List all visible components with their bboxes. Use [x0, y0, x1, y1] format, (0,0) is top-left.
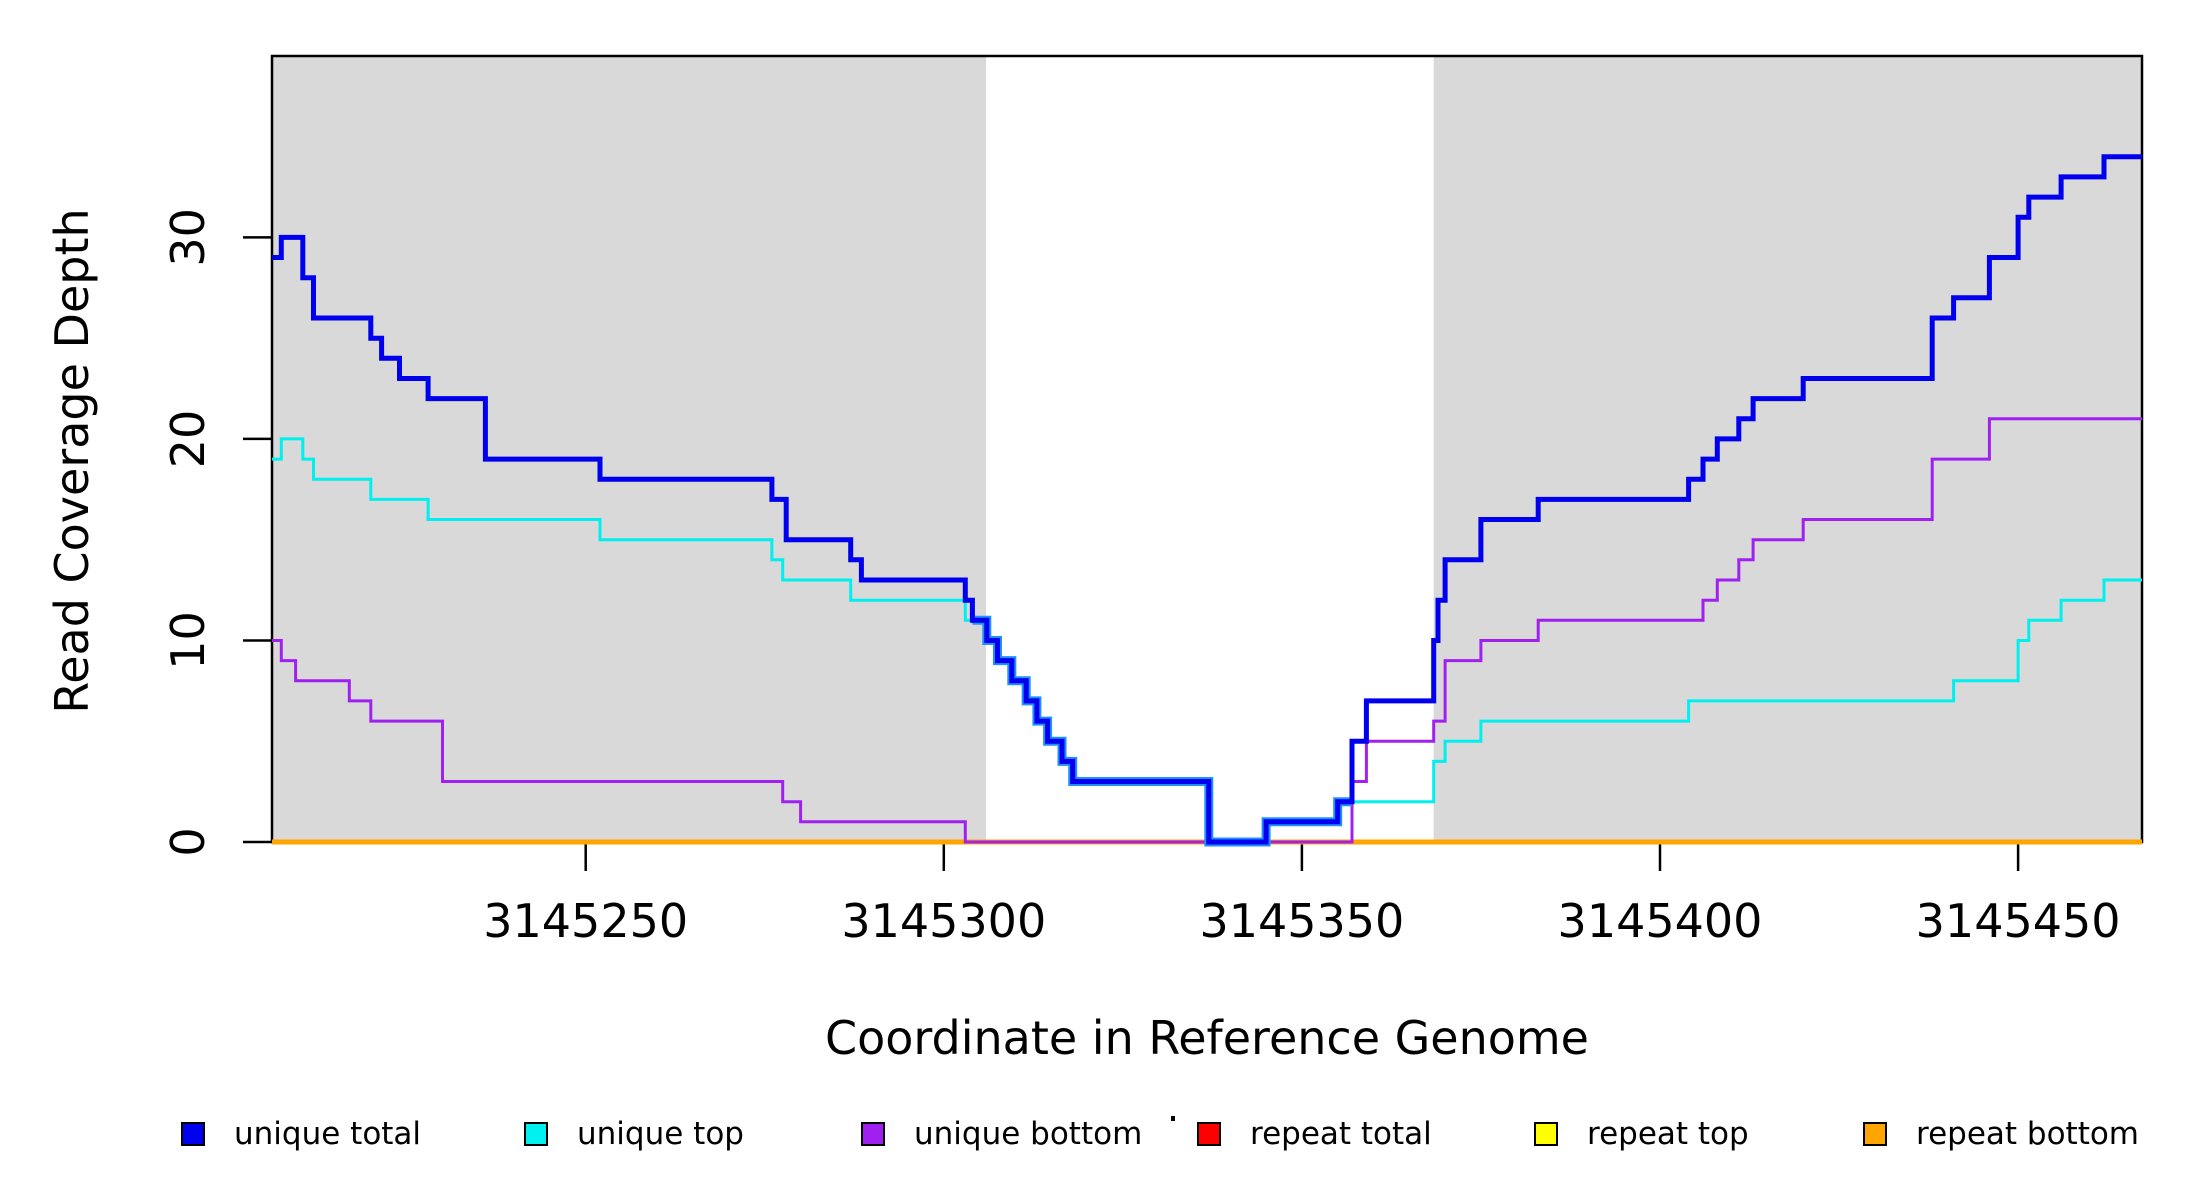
repeat-region-right: [1433, 56, 2142, 842]
legend-label: repeat total: [1250, 1116, 1432, 1152]
legend-item-repeat-total: repeat total: [1197, 1116, 1432, 1152]
legend-item-unique-total: unique total: [181, 1116, 421, 1152]
stray-dot: [1171, 1116, 1175, 1121]
legend-swatch-repeat-total: [1197, 1122, 1221, 1146]
legend-label: unique bottom: [914, 1116, 1143, 1152]
legend-item-repeat-top: repeat top: [1534, 1116, 1749, 1152]
series-unique-total: [272, 154, 2142, 845]
x-axis-tick-label: 3145250: [483, 894, 688, 948]
y-axis-tick-label: 10: [161, 611, 215, 670]
legend-item-unique-top: unique top: [524, 1116, 744, 1152]
y-axis-tick-label: 30: [161, 208, 215, 267]
series-overlap-halo: [972, 615, 1352, 847]
legend-label: repeat top: [1587, 1116, 1749, 1152]
y-axis-tick-label: 20: [161, 410, 215, 469]
x-axis-tick-label: 3145350: [1199, 894, 1404, 948]
series-unique-bottom: [272, 417, 2142, 844]
x-axis-tick-label: 3145450: [1916, 894, 2121, 948]
legend-label: unique total: [234, 1116, 422, 1152]
repeat-region-left: [272, 56, 987, 842]
legend-label: repeat bottom: [1916, 1116, 2140, 1152]
x-axis-tick-label: 3145400: [1558, 894, 1763, 948]
legend-swatch-repeat-bottom: [1863, 1122, 1887, 1146]
legend-swatch-unique-bottom: [861, 1122, 885, 1146]
y-axis-tick-label: 0: [161, 827, 215, 856]
y-axis-title: Read Coverage Depth: [45, 208, 99, 714]
legend-swatch-unique-top: [524, 1122, 548, 1146]
legend-swatch-unique-total: [181, 1122, 205, 1146]
legend-item-unique-bottom: unique bottom: [861, 1116, 1142, 1152]
x-axis-title: Coordinate in Reference Genome: [825, 1011, 1589, 1065]
x-axis-tick-label: 3145300: [841, 894, 1046, 948]
legend-swatch-repeat-top: [1534, 1122, 1558, 1146]
legend-label: unique top: [577, 1116, 744, 1152]
legend-item-repeat-bottom: repeat bottom: [1863, 1116, 2139, 1152]
